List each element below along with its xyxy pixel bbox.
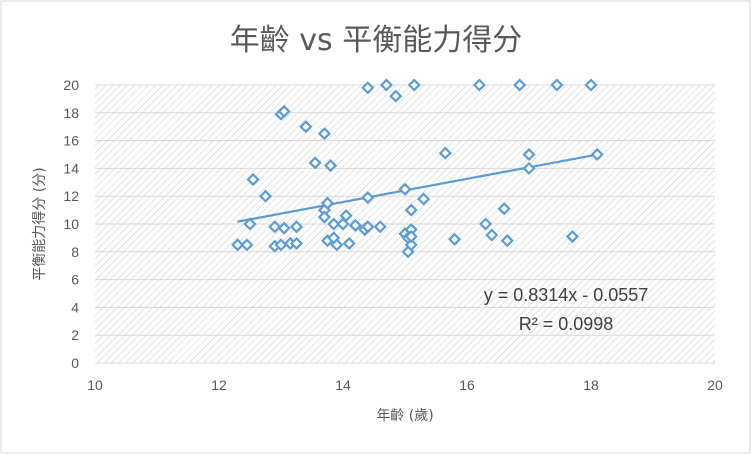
data-point: [448, 232, 462, 246]
data-point: [472, 78, 486, 92]
data-point: [330, 238, 344, 252]
data-point: [320, 196, 335, 210]
data-point: [268, 220, 282, 234]
y-tick-label: 8: [71, 244, 79, 260]
y-tick-label: 2: [71, 327, 79, 343]
data-point: [289, 236, 304, 251]
data-point: [404, 203, 418, 217]
y-axis-title: 平衡能力得分 (分): [31, 167, 48, 280]
data-point: [361, 220, 375, 234]
data-point: [404, 229, 418, 244]
data-point: [324, 159, 338, 173]
data-point: [389, 89, 403, 103]
data-point: [479, 217, 493, 231]
y-tick-label: 12: [63, 188, 79, 204]
data-point: [407, 78, 421, 92]
y-tick-label: 14: [63, 160, 79, 176]
data-point: [289, 220, 304, 234]
chart-title: 年齡 vs 平衡能力得分: [230, 23, 522, 58]
data-point: [327, 217, 341, 231]
data-point: [500, 234, 514, 248]
data-point: [277, 221, 291, 235]
data-point: [277, 104, 291, 118]
y-tick-label: 4: [71, 299, 79, 315]
y-tick-label: 20: [63, 77, 79, 93]
data-point: [485, 228, 499, 242]
data-point: [497, 202, 511, 216]
x-tick-label: 12: [211, 377, 227, 393]
x-tick-label: 20: [707, 377, 723, 393]
data-point: [565, 229, 579, 244]
x-tick-label: 16: [459, 377, 475, 393]
data-point: [342, 236, 356, 251]
x-tick-label: 10: [87, 377, 103, 393]
y-tick-label: 16: [63, 133, 79, 149]
data-point: [522, 161, 536, 175]
x-axis-title: 年齡 (歲): [376, 408, 433, 424]
y-tick-label: 10: [63, 216, 79, 232]
tick-labels: 0 2 4 6 8 10 12 14 16 18 20 10 12 14 16 18 20: [63, 77, 723, 393]
data-point: [513, 78, 527, 92]
data-point: [550, 78, 564, 92]
data-point: [246, 172, 260, 187]
x-tick-label: 14: [335, 377, 351, 393]
data-point: [339, 209, 353, 223]
y-tick-label: 0: [71, 355, 79, 371]
data-point: [243, 217, 257, 231]
data-point: [240, 238, 254, 252]
data-point: [522, 147, 536, 162]
y-tick-label: 6: [71, 272, 79, 288]
data-point: [361, 191, 375, 205]
data-point: [317, 210, 331, 224]
data-point: [317, 127, 331, 141]
data-point: [584, 78, 598, 92]
data-point: [231, 238, 245, 252]
data-point: [404, 238, 418, 252]
data-point: [258, 189, 273, 203]
data-point: [398, 182, 412, 196]
data-point: [438, 146, 452, 160]
data-point: [373, 220, 387, 234]
data-point: [417, 192, 431, 206]
trendline-r-squared: R² = 0.0998: [519, 314, 614, 334]
data-point: [590, 147, 604, 162]
data-point: [308, 156, 322, 170]
data-point: [299, 120, 313, 134]
y-tick-label: 18: [63, 105, 79, 121]
data-point: [379, 78, 393, 92]
trendline-equation: y = 0.8314x - 0.0557: [484, 285, 649, 305]
trendline: [237, 153, 598, 223]
data-points: [231, 78, 604, 259]
data-point: [348, 218, 362, 232]
gridlines: [95, 84, 715, 364]
x-tick-label: 18: [583, 377, 599, 393]
data-point: [361, 81, 375, 95]
